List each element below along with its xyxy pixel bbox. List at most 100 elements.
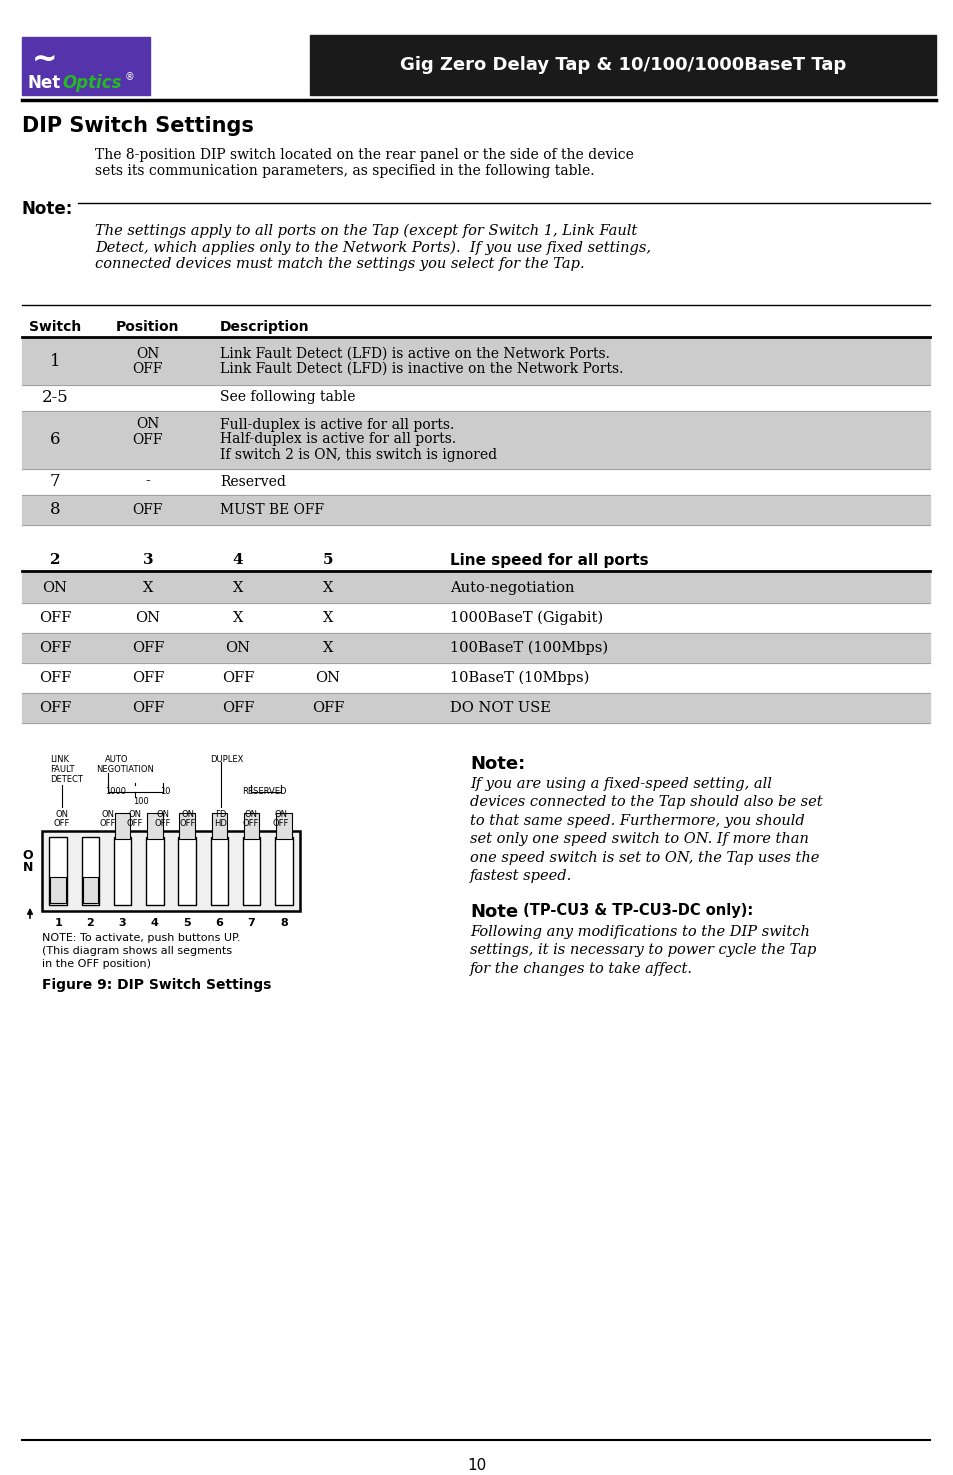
- Text: OFF: OFF: [39, 701, 71, 715]
- Text: OFF: OFF: [154, 819, 171, 827]
- Bar: [22, 633, 929, 662]
- Text: ON: ON: [101, 810, 114, 819]
- Text: 10BaseT (10Mbps): 10BaseT (10Mbps): [450, 671, 589, 686]
- Text: N: N: [23, 861, 33, 875]
- Bar: [81, 836, 99, 906]
- Text: 8: 8: [280, 917, 288, 928]
- Text: OFF: OFF: [132, 701, 164, 715]
- Text: ON: ON: [135, 611, 160, 625]
- Bar: [50, 836, 67, 906]
- Text: The 8-position DIP switch located on the rear panel or the side of the device
se: The 8-position DIP switch located on the…: [95, 148, 633, 178]
- Bar: [212, 813, 227, 839]
- Bar: [146, 836, 164, 906]
- Bar: [22, 572, 929, 603]
- Text: Figure 9: DIP Switch Settings: Figure 9: DIP Switch Settings: [42, 978, 271, 993]
- Text: DETECT: DETECT: [50, 774, 83, 785]
- Text: NOTE: To activate, push buttons UP.: NOTE: To activate, push buttons UP.: [42, 934, 240, 943]
- Text: DO NOT USE: DO NOT USE: [450, 701, 550, 715]
- Bar: [147, 813, 163, 839]
- Text: ®: ®: [125, 72, 134, 83]
- Text: OFF: OFF: [39, 642, 71, 655]
- Text: ON: ON: [181, 810, 194, 819]
- Text: 100: 100: [132, 796, 149, 805]
- Text: 3: 3: [143, 553, 153, 566]
- Bar: [22, 496, 929, 525]
- Text: OFF: OFF: [243, 819, 259, 827]
- Text: in the OFF position): in the OFF position): [42, 959, 151, 969]
- Text: Net: Net: [28, 74, 61, 91]
- Text: The settings apply to all ports on the Tap (except for Switch 1, Link Fault
Dete: The settings apply to all ports on the T…: [95, 224, 650, 271]
- Bar: [114, 813, 131, 839]
- Text: 1000: 1000: [105, 788, 126, 797]
- Text: 3: 3: [119, 917, 127, 928]
- Bar: [274, 836, 293, 906]
- Text: 4: 4: [233, 553, 243, 566]
- Text: 2: 2: [87, 917, 94, 928]
- Text: ON: ON: [136, 417, 159, 432]
- Text: LINK: LINK: [50, 755, 69, 764]
- Text: Reserved: Reserved: [220, 475, 286, 488]
- Text: 1: 1: [54, 917, 62, 928]
- Text: OFF: OFF: [132, 671, 164, 684]
- Text: Gig Zero Delay Tap & 10/100/1000BaseT Tap: Gig Zero Delay Tap & 10/100/1000BaseT Ta…: [399, 56, 845, 74]
- Bar: [310, 35, 935, 94]
- Text: -: -: [146, 475, 151, 488]
- Bar: [242, 836, 260, 906]
- Text: 6: 6: [215, 917, 223, 928]
- Text: RESERVED: RESERVED: [242, 788, 286, 797]
- Text: 4: 4: [151, 917, 158, 928]
- Bar: [51, 878, 66, 903]
- Text: ON: ON: [129, 810, 141, 819]
- Text: OFF: OFF: [222, 701, 253, 715]
- Text: OFF: OFF: [132, 361, 163, 376]
- Text: 5: 5: [322, 553, 333, 566]
- Text: ON: ON: [136, 347, 159, 361]
- Text: ON: ON: [274, 810, 287, 819]
- Text: AUTO: AUTO: [105, 755, 129, 764]
- Bar: [275, 813, 292, 839]
- Text: OFF: OFF: [53, 819, 71, 827]
- Text: Note: Note: [470, 903, 517, 920]
- Text: (TP-CU3 & TP-CU3-DC only):: (TP-CU3 & TP-CU3-DC only):: [517, 903, 753, 917]
- Text: Optics: Optics: [62, 74, 121, 91]
- Text: OFF: OFF: [39, 611, 71, 625]
- Text: FD: FD: [215, 810, 227, 819]
- Text: 100BaseT (100Mbps): 100BaseT (100Mbps): [450, 640, 607, 655]
- Text: 10: 10: [467, 1457, 486, 1474]
- Text: Full-duplex is active for all ports.: Full-duplex is active for all ports.: [220, 417, 454, 432]
- Text: 1000BaseT (Gigabit): 1000BaseT (Gigabit): [450, 611, 602, 625]
- Text: ON: ON: [55, 810, 69, 819]
- Text: X: X: [143, 581, 153, 594]
- Text: Position: Position: [116, 320, 179, 333]
- Text: X: X: [233, 611, 243, 625]
- Bar: [179, 813, 194, 839]
- Text: See following table: See following table: [220, 391, 355, 404]
- Text: DIP Switch Settings: DIP Switch Settings: [22, 117, 253, 136]
- Bar: [22, 412, 929, 469]
- Bar: [244, 813, 259, 839]
- Text: Half-duplex is active for all ports.: Half-duplex is active for all ports.: [220, 432, 456, 447]
- Text: X: X: [233, 581, 243, 594]
- Text: (This diagram shows all segments: (This diagram shows all segments: [42, 945, 232, 956]
- Text: OFF: OFF: [222, 671, 253, 684]
- Text: OFF: OFF: [179, 819, 196, 827]
- Text: 1: 1: [50, 354, 60, 370]
- Text: 2: 2: [50, 553, 60, 566]
- Text: OFF: OFF: [100, 819, 116, 827]
- Bar: [42, 830, 299, 912]
- Bar: [22, 37, 150, 94]
- Text: ON: ON: [43, 581, 68, 594]
- Text: OFF: OFF: [312, 701, 344, 715]
- Text: Link Fault Detect (LFD) is inactive on the Network Ports.: Link Fault Detect (LFD) is inactive on t…: [220, 361, 622, 376]
- Text: X: X: [322, 581, 333, 594]
- Bar: [22, 693, 929, 723]
- Text: Note:: Note:: [22, 201, 73, 218]
- Text: OFF: OFF: [273, 819, 289, 827]
- Bar: [82, 878, 98, 903]
- Text: 10: 10: [160, 788, 171, 797]
- Bar: [178, 836, 195, 906]
- Text: Link Fault Detect (LFD) is active on the Network Ports.: Link Fault Detect (LFD) is active on the…: [220, 347, 609, 361]
- Text: OFF: OFF: [132, 503, 163, 516]
- Text: FAULT: FAULT: [50, 766, 74, 774]
- Text: Switch: Switch: [29, 320, 81, 333]
